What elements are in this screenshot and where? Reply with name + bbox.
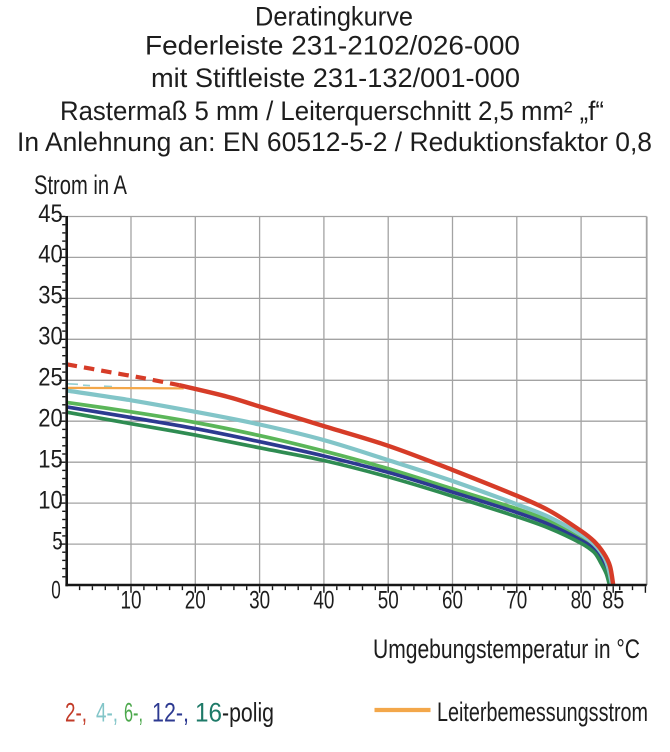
- svg-text:15: 15: [38, 446, 63, 474]
- svg-text:70: 70: [506, 587, 527, 615]
- svg-text:Leiterbemessungsstrom: Leiterbemessungsstrom: [437, 697, 648, 727]
- svg-text:60: 60: [442, 587, 463, 615]
- svg-text:85: 85: [602, 587, 624, 615]
- svg-text:-polig: -polig: [222, 698, 274, 728]
- svg-text:16: 16: [195, 698, 222, 728]
- svg-text:Rastermaß 5 mm / Leiterquersch: Rastermaß 5 mm / Leiterquerschnitt 2,5 m…: [60, 96, 604, 126]
- svg-text:40: 40: [313, 587, 334, 615]
- svg-text:25: 25: [38, 364, 63, 392]
- svg-text:80: 80: [571, 587, 592, 615]
- svg-text:10: 10: [121, 587, 142, 615]
- svg-text:mit Stiftleiste 231-132/001-00: mit Stiftleiste 231-132/001-000: [151, 63, 520, 93]
- svg-text:5: 5: [52, 527, 63, 555]
- svg-text:35: 35: [38, 282, 63, 310]
- svg-text:40: 40: [38, 241, 63, 269]
- svg-text:Deratingkurve: Deratingkurve: [255, 2, 413, 32]
- svg-text:Umgebungstemperatur in °C: Umgebungstemperatur in °C: [373, 634, 640, 664]
- svg-text:12-,: 12-,: [152, 698, 189, 728]
- svg-text:2-,: 2-,: [65, 698, 87, 728]
- svg-text:20: 20: [185, 587, 206, 615]
- svg-text:20: 20: [38, 405, 63, 433]
- svg-text:30: 30: [249, 587, 270, 615]
- svg-text:In Anlehnung an: EN 60512-5-2: In Anlehnung an: EN 60512-5-2 / Reduktio…: [17, 127, 652, 157]
- svg-text:6-,: 6-,: [124, 698, 143, 728]
- svg-text:50: 50: [378, 587, 399, 615]
- svg-text:Strom in A: Strom in A: [34, 170, 127, 200]
- svg-text:Federleiste 231-2102/026-000: Federleiste 231-2102/026-000: [145, 30, 520, 60]
- svg-text:10: 10: [38, 486, 63, 514]
- svg-text:30: 30: [38, 323, 63, 351]
- svg-text:0: 0: [51, 576, 61, 604]
- svg-text:45: 45: [38, 200, 63, 228]
- svg-text:4-,: 4-,: [96, 698, 118, 728]
